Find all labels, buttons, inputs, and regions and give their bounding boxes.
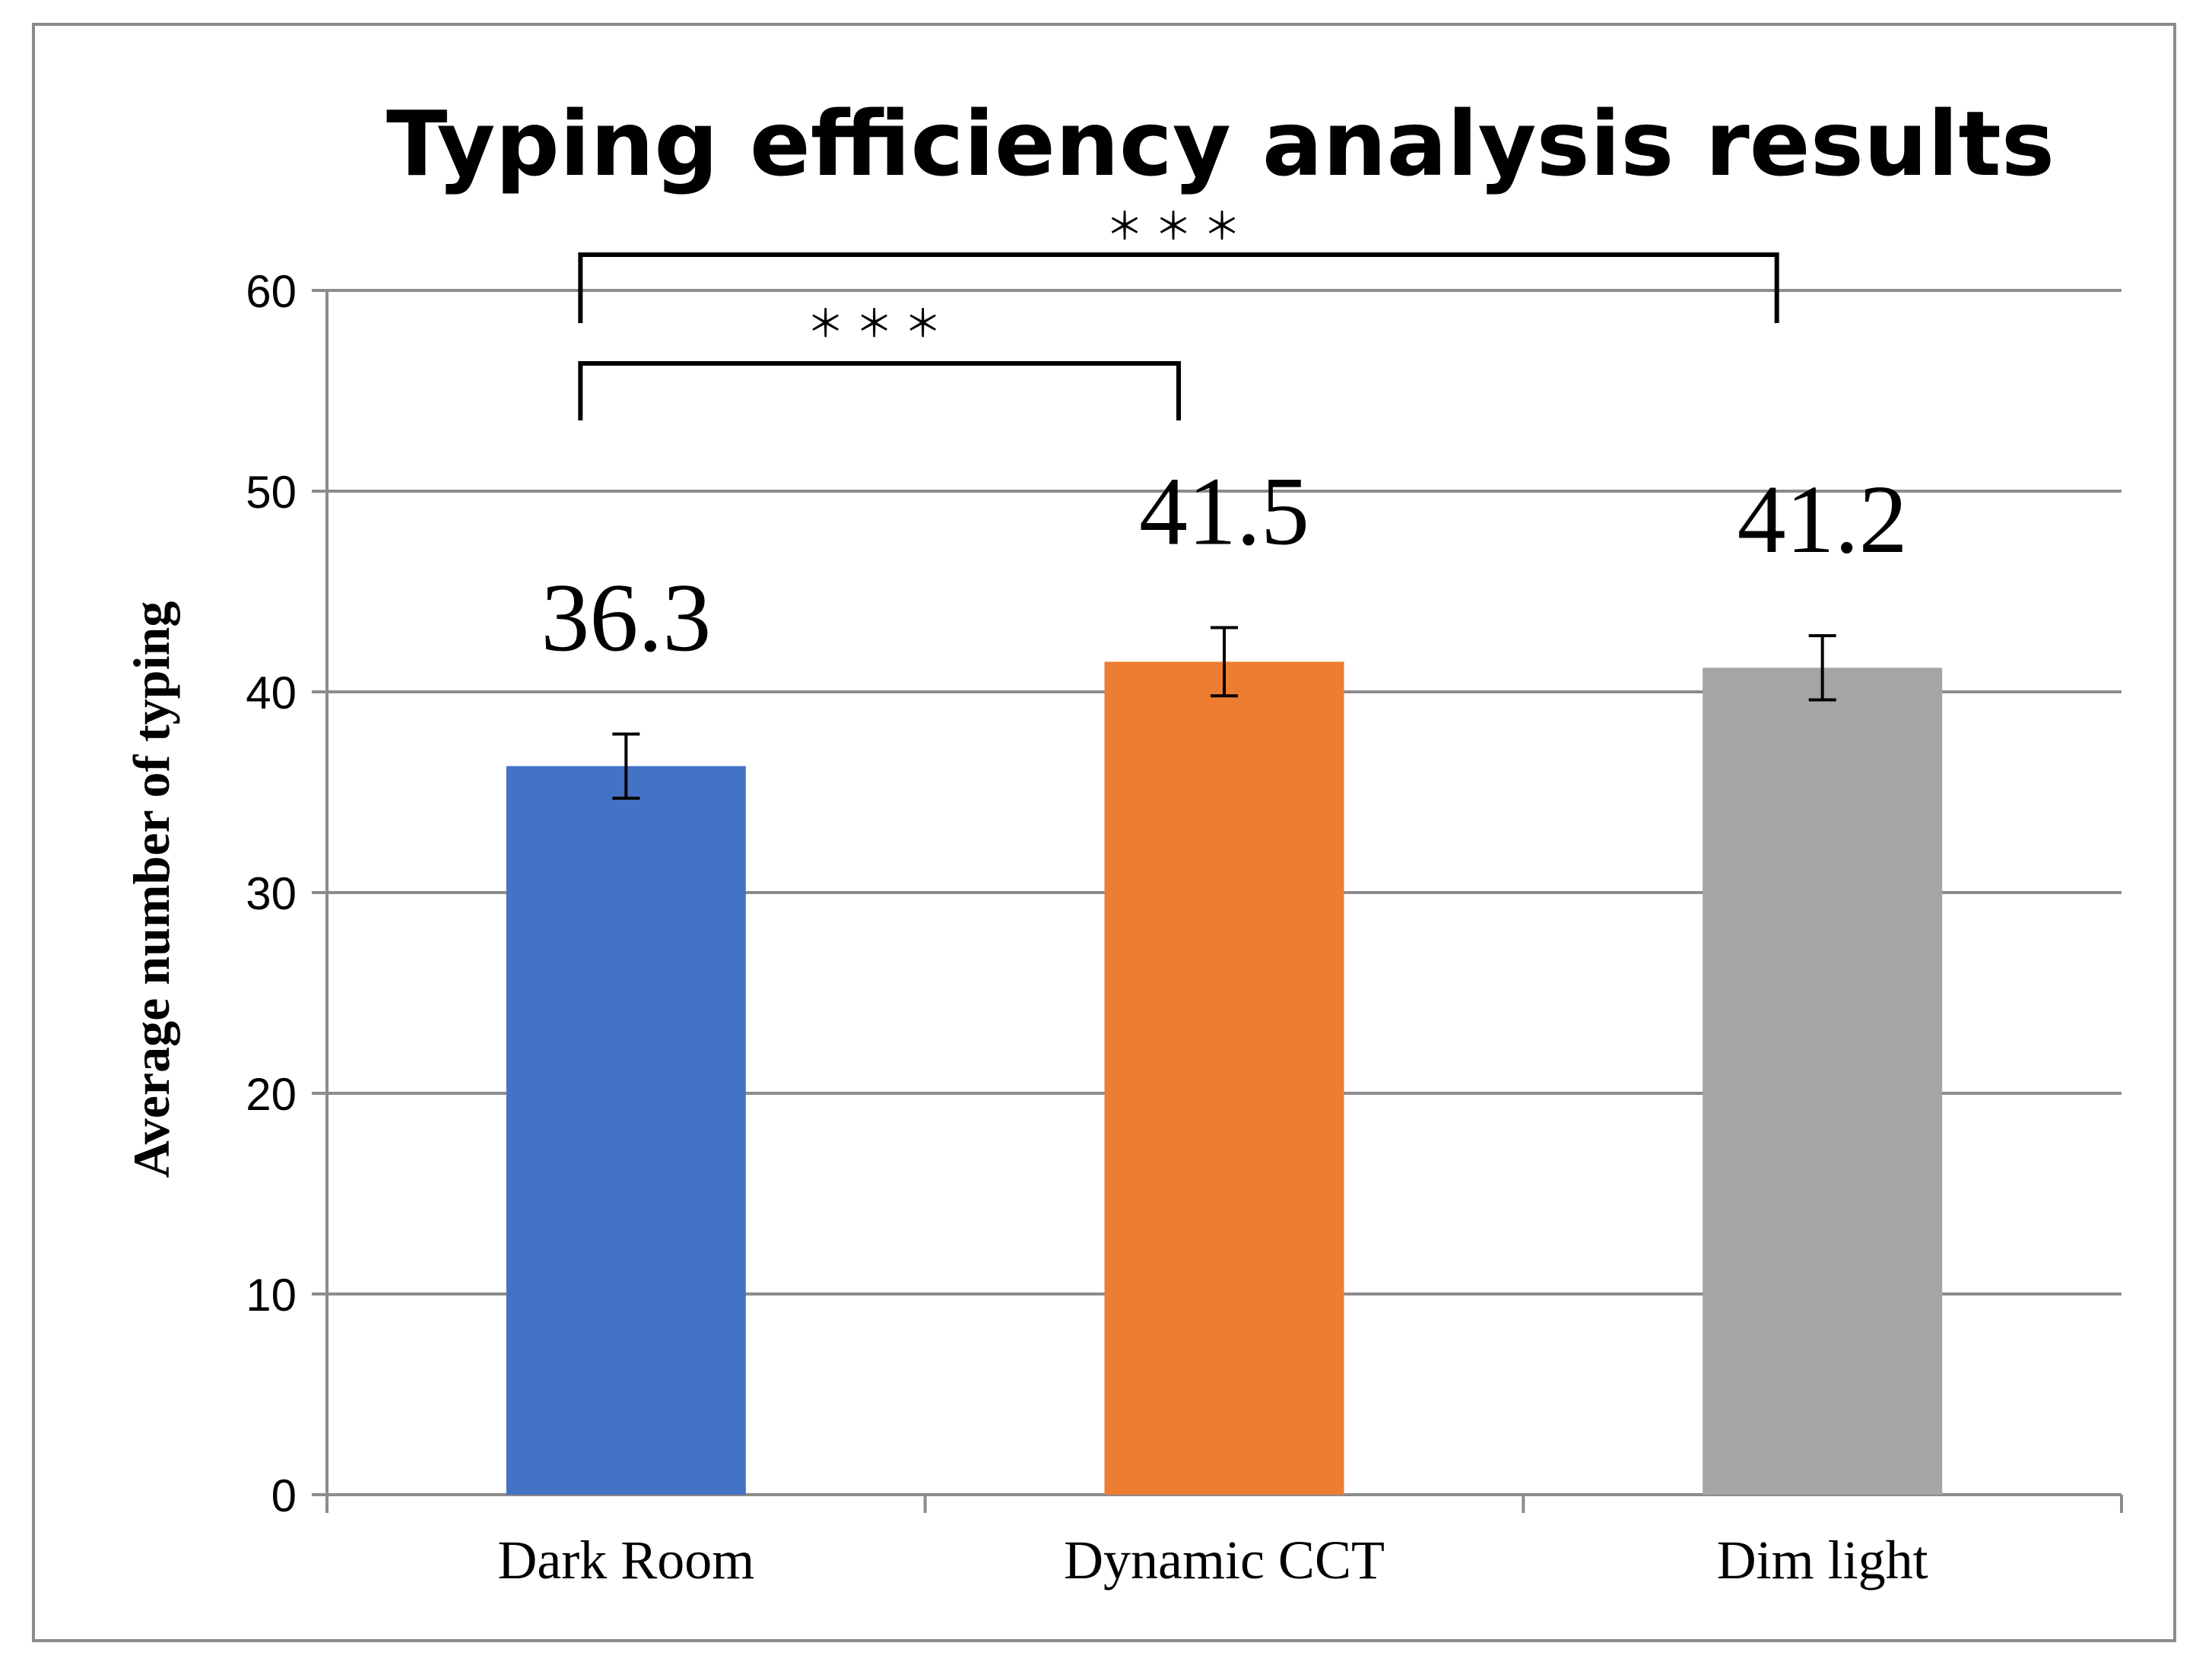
bar-dim-light	[1703, 668, 1943, 1495]
data-label: 41.2	[1738, 465, 1908, 573]
y-axis-title: Average number of typing	[122, 601, 180, 1178]
significance-bracket	[578, 361, 1181, 420]
y-tick-label: 10	[246, 1270, 297, 1321]
y-tick-label: 30	[246, 868, 297, 919]
significance-label: ＊＊＊	[807, 302, 953, 346]
data-label: 36.3	[541, 563, 711, 671]
y-tick-label: 60	[246, 266, 297, 317]
chart-title: Typing efficiency analysis results	[386, 91, 2055, 196]
significance-label: ＊＊＊	[1106, 205, 1252, 249]
y-tick-label: 50	[246, 467, 297, 518]
x-category-label: Dark Room	[497, 1530, 754, 1590]
y-tick-label: 40	[246, 668, 297, 718]
bar-dynamic-cct	[1104, 661, 1344, 1495]
bar-dark-room	[506, 766, 746, 1495]
y-tick-label: 20	[246, 1069, 297, 1120]
data-label: 41.5	[1139, 458, 1309, 566]
x-category-label: Dim light	[1717, 1530, 1928, 1590]
significance-bracket	[578, 252, 1779, 323]
x-category-label: Dynamic CCT	[1064, 1530, 1385, 1590]
y-tick-label: 0	[271, 1470, 297, 1521]
